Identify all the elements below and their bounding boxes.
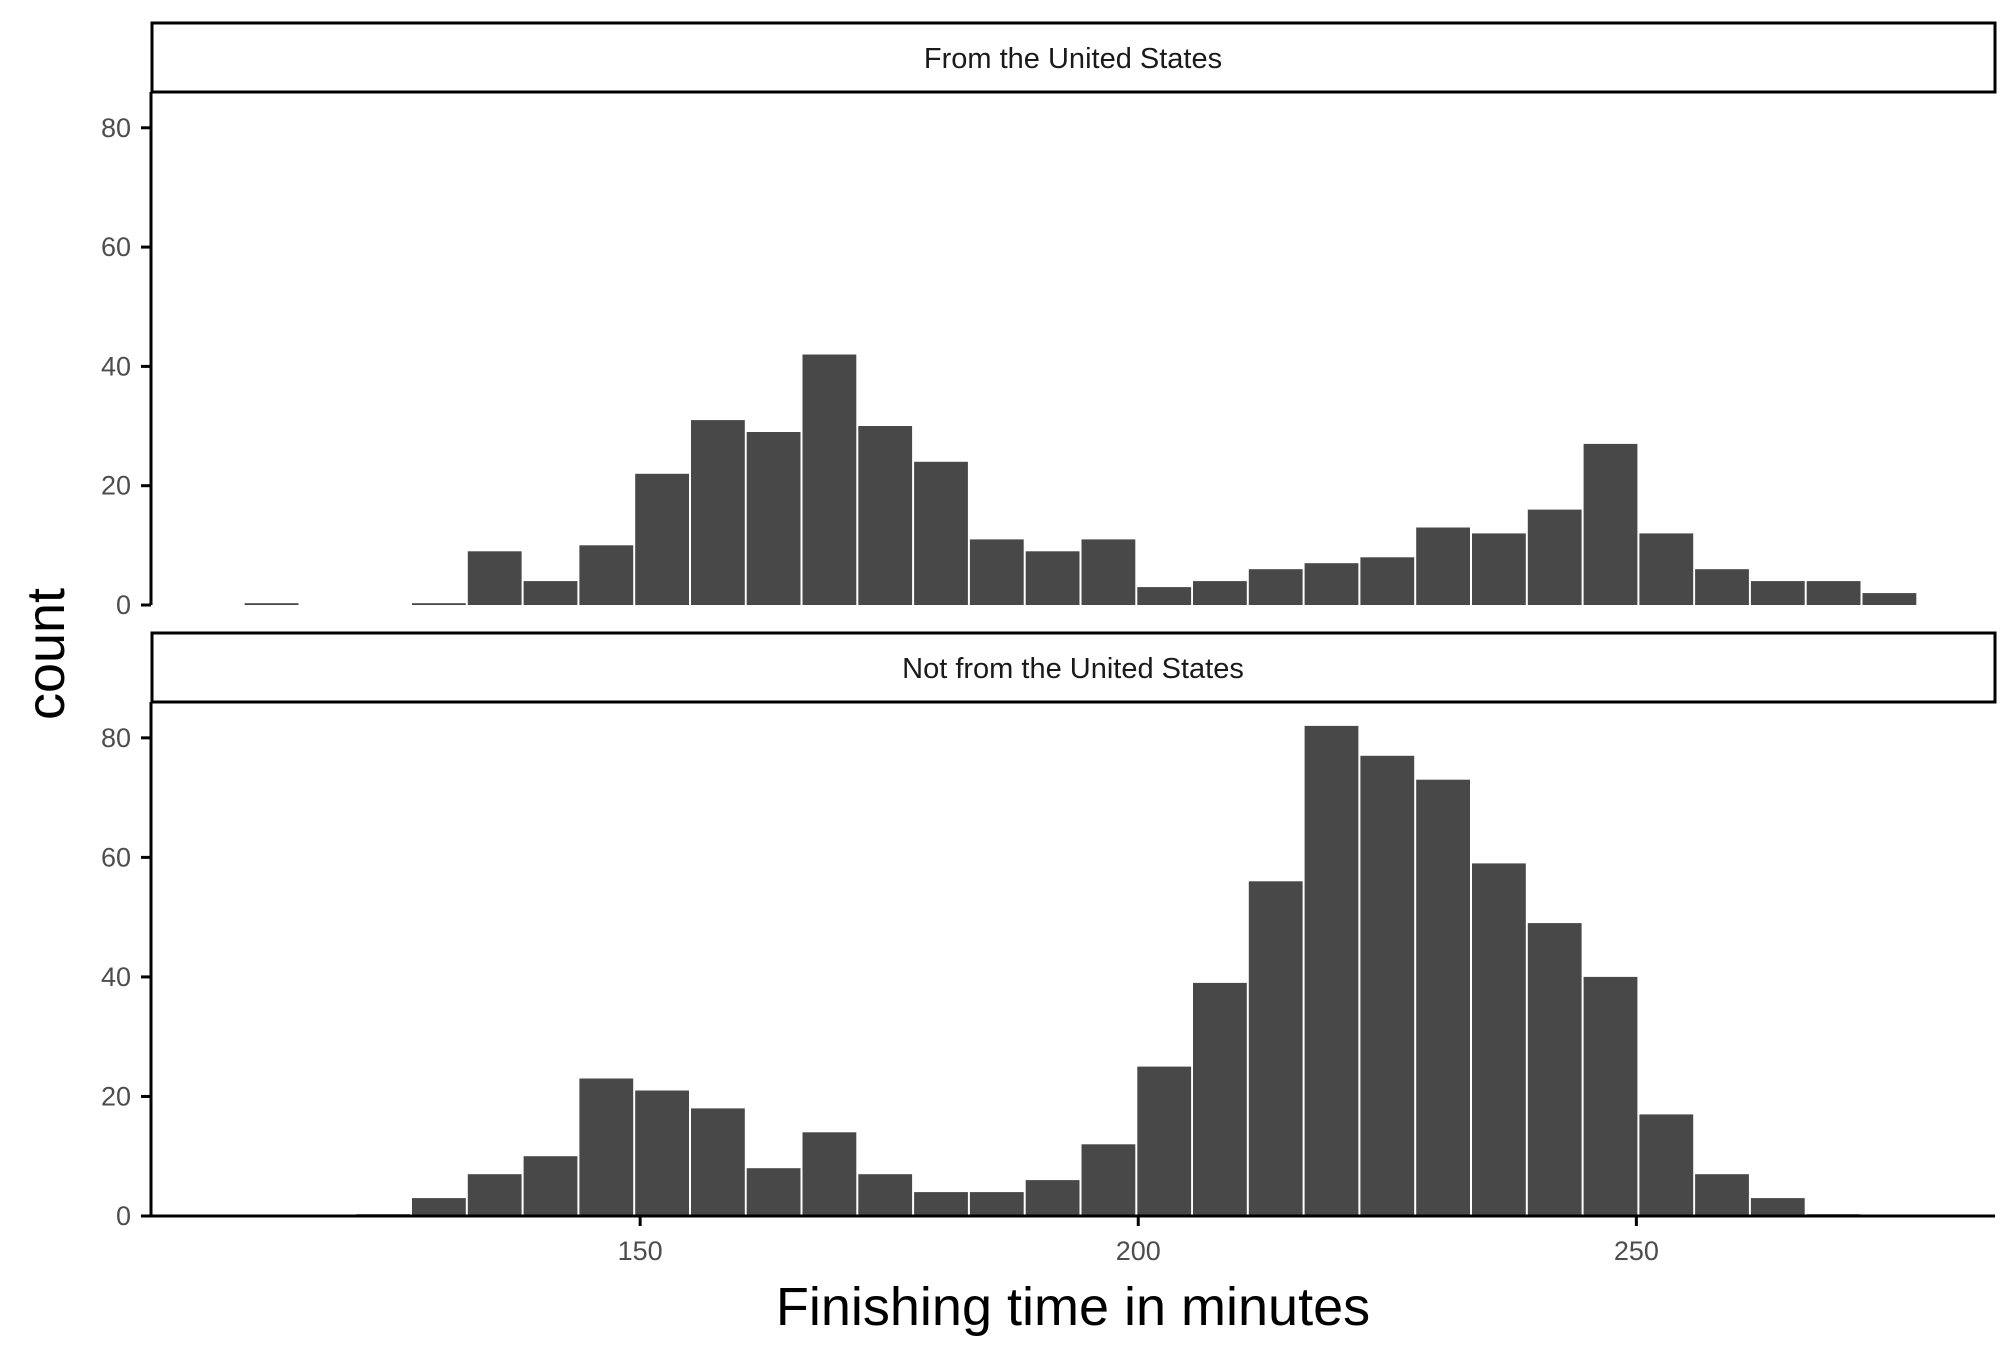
panel-1-strip — [150, 21, 1997, 94]
histogram-bar — [1472, 533, 1526, 605]
y-tick-label: 80 — [101, 723, 131, 753]
histogram-bar — [1472, 863, 1526, 1216]
histogram-bar — [1750, 1198, 1805, 1216]
histogram-bar — [1527, 509, 1582, 605]
y-tick-label: 40 — [101, 962, 131, 992]
histogram-bar — [1862, 593, 1917, 605]
panel-2-strip — [150, 631, 1997, 704]
histogram-bar — [802, 354, 857, 605]
histogram-bar — [1527, 923, 1582, 1216]
y-tick-label: 40 — [101, 351, 131, 381]
panel-1-bars — [244, 354, 1917, 605]
histogram-bar — [914, 1192, 968, 1216]
histogram-bar — [1750, 581, 1805, 605]
histogram-bar — [691, 420, 745, 605]
histogram-bar — [1695, 1174, 1749, 1216]
y-tick-label: 0 — [116, 590, 131, 620]
histogram-bar — [244, 603, 299, 605]
panel-not-united-states: Not from the United States 0 20 40 60 80 150… — [101, 631, 1997, 1266]
histogram-bar — [1806, 581, 1861, 605]
panel-united-states: From the United States 0 20 40 60 80 — [101, 21, 1997, 620]
y-tick-label: 20 — [101, 471, 131, 501]
x-axis: 150 200 250 — [150, 1214, 1995, 1266]
histogram-bar — [635, 1090, 689, 1216]
histogram-bar — [1583, 976, 1638, 1216]
histogram-bar — [523, 1156, 578, 1216]
histogram-bar — [412, 603, 466, 605]
y-axis-title: count — [16, 588, 76, 720]
y-tick-label: 60 — [101, 232, 131, 262]
histogram-bar — [1639, 533, 1694, 605]
histogram-bar — [1081, 539, 1136, 605]
histogram-bar — [1137, 587, 1192, 605]
histogram-bar — [1416, 527, 1470, 605]
histogram-bar — [802, 1132, 857, 1216]
y-tick-label: 20 — [101, 1081, 131, 1111]
histogram-bar — [523, 581, 578, 605]
histogram-bar — [579, 545, 634, 605]
histogram-bar — [746, 1168, 801, 1216]
histogram-bar — [1583, 443, 1638, 605]
histogram-bar — [858, 1174, 913, 1216]
histogram-bar — [1081, 1144, 1136, 1216]
panel-1-strip-label: From the United States — [924, 43, 1222, 75]
panel-2-y-axis: 0 20 40 60 80 — [101, 702, 153, 1231]
histogram-bar — [635, 473, 689, 605]
panel-2-bars — [356, 725, 1861, 1216]
y-tick-label: 80 — [101, 113, 131, 143]
y-tick-label: 60 — [101, 842, 131, 872]
histogram-bar — [1193, 581, 1247, 605]
histogram-bar — [1304, 725, 1359, 1216]
histogram-bar — [1639, 1114, 1694, 1216]
histogram-bar — [1248, 881, 1303, 1216]
histogram-bar — [467, 551, 522, 605]
panel-2-strip-label: Not from the United States — [902, 653, 1244, 685]
histogram-bar — [1025, 1180, 1080, 1216]
x-axis-title: Finishing time in minutes — [776, 1277, 1370, 1337]
panel-1-y-axis: 0 20 40 60 80 — [101, 92, 153, 620]
histogram-bar — [1304, 563, 1359, 605]
histogram-bar — [1695, 569, 1749, 605]
histogram-bar — [1025, 551, 1080, 605]
histogram-bar — [969, 539, 1024, 605]
histogram-bar — [1193, 982, 1247, 1216]
histogram-bar — [1416, 779, 1470, 1216]
histogram-bar — [914, 461, 968, 605]
histogram-bar — [691, 1108, 745, 1216]
histogram-bar — [579, 1078, 634, 1216]
x-tick-label: 200 — [1116, 1236, 1161, 1266]
histogram-bar — [1137, 1066, 1192, 1216]
histogram-bar — [858, 426, 913, 605]
histogram-bar — [1248, 569, 1303, 605]
x-tick-label: 150 — [618, 1236, 663, 1266]
histogram-bar — [412, 1198, 466, 1216]
x-tick-label: 250 — [1614, 1236, 1659, 1266]
histogram-bar — [969, 1192, 1024, 1216]
histogram-bar — [467, 1174, 522, 1216]
histogram-bar — [746, 432, 801, 605]
histogram-bar — [1360, 557, 1415, 605]
histogram-bar — [1360, 755, 1415, 1216]
y-tick-label: 0 — [116, 1201, 131, 1231]
